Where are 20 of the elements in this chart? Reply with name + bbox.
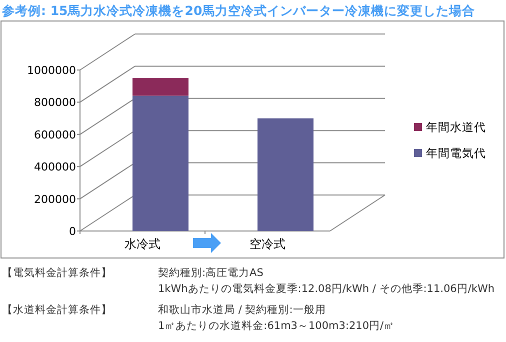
text: 1㎡あたりの水道料金:61m3～100m3:210円/㎡ bbox=[158, 319, 395, 332]
text: 1kWhあたりの電気料金夏季:12.08円/kWh / その他季:11.06円/kWh bbox=[158, 282, 495, 295]
text: 契約種別:高圧電力AS bbox=[158, 266, 264, 279]
text: 【水道料金計算条件】 bbox=[2, 303, 112, 316]
x-tick-label: 空冷式 bbox=[250, 237, 286, 251]
y-tick-label: 0 bbox=[69, 225, 76, 238]
y-tick-label: 800000 bbox=[34, 96, 76, 110]
y-tick-label: 1000000 bbox=[27, 64, 76, 77]
y-tick-label: 400000 bbox=[34, 160, 76, 174]
bar bbox=[132, 96, 188, 231]
bar bbox=[258, 118, 314, 231]
text: 和歌山市水道局 / 契約種別:一般用 bbox=[158, 303, 326, 316]
y-tick-label: 600000 bbox=[34, 128, 76, 142]
x-tick-label: 水冷式 bbox=[124, 237, 160, 251]
bar bbox=[132, 78, 188, 96]
y-tick-label: 200000 bbox=[34, 192, 76, 206]
chart-title: 参考例: 15馬力水冷式冷凍機を20馬力空冷式インバーター冷凍機に変更した場合 bbox=[1, 3, 476, 18]
legend-label: 年間電気代 bbox=[426, 146, 486, 160]
text: 【電気料金計算条件】 bbox=[2, 266, 112, 279]
legend-label: 年間水道代 bbox=[426, 120, 486, 134]
